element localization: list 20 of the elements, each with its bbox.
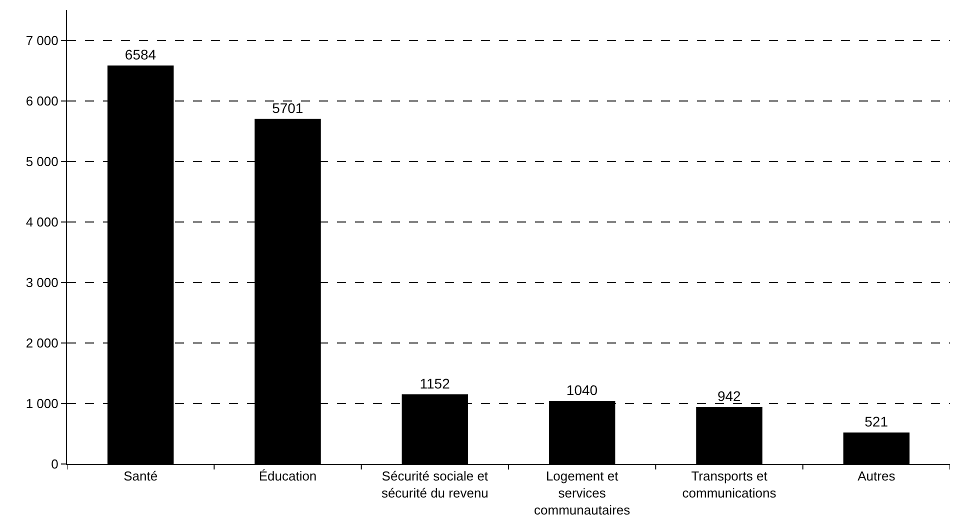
x-tick-label: Autres bbox=[858, 468, 896, 484]
y-tick-label: 7 000 bbox=[26, 32, 58, 48]
x-tick-label: Logement et services communautaires bbox=[534, 468, 631, 518]
y-tick-label: 3 000 bbox=[26, 274, 58, 290]
x-tick-label: Sécurité sociale et sécurité du revenu bbox=[381, 468, 488, 500]
data-label: 5701 bbox=[272, 100, 304, 116]
y-tick-label: 5 000 bbox=[26, 154, 58, 169]
y-tick-label: 4 000 bbox=[26, 214, 58, 230]
y-tick-label: 1 000 bbox=[26, 396, 58, 412]
x-tick-label: Santé bbox=[124, 468, 158, 484]
y-tick-label: 6 000 bbox=[26, 93, 58, 108]
x-tick-label: Transports et communications bbox=[682, 468, 777, 500]
y-tick-label: 2 000 bbox=[26, 335, 58, 350]
data-label: 942 bbox=[717, 388, 742, 404]
y-tick-label: 0 bbox=[51, 456, 58, 472]
data-label: 521 bbox=[864, 413, 888, 430]
data-label: 1040 bbox=[566, 382, 598, 398]
x-tick-label: Éducation bbox=[258, 468, 317, 484]
data-label: 6584 bbox=[124, 46, 156, 62]
data-label: 1152 bbox=[420, 375, 450, 392]
